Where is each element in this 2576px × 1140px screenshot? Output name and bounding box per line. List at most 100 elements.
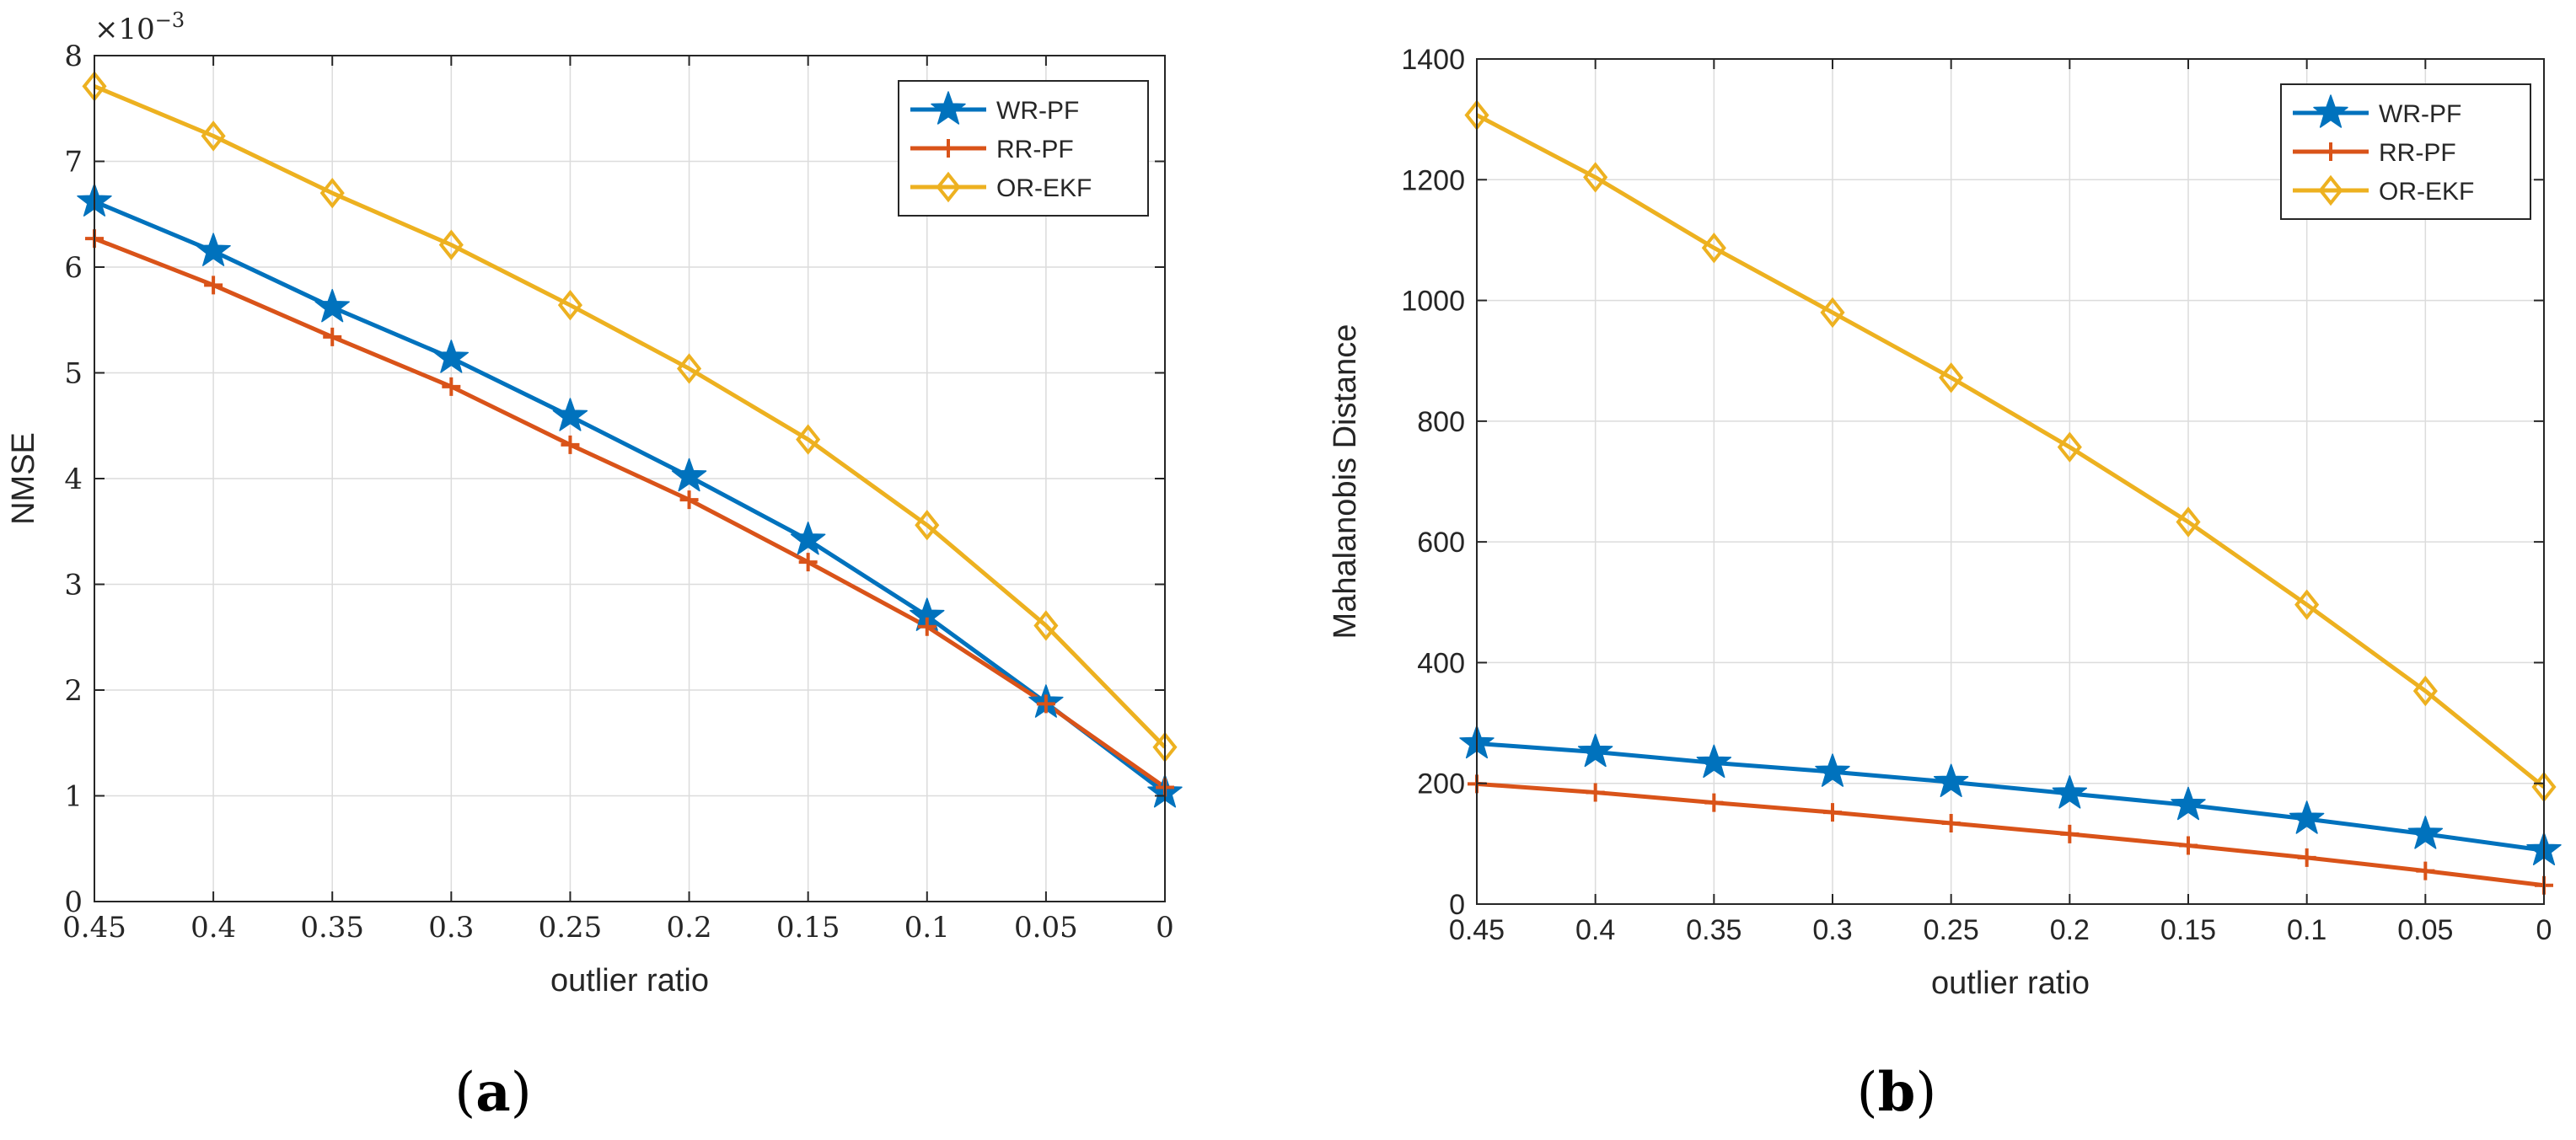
data-point-wr-pf: [2171, 786, 2206, 821]
x-tick-label: 0.45: [1449, 914, 1505, 946]
series-line-or-ekf: [1475, 113, 2546, 789]
data-point-or-ekf: [557, 289, 583, 321]
y-tick-label: 800: [1417, 406, 1465, 438]
data-point-or-ekf: [2057, 431, 2082, 463]
chart-panel-b: 0.45 0.4 0.35 0.3 0.25 0.2 0.15 0.1 0.05 0 0 200 400…: [1328, 44, 2562, 1124]
x-tick-label: 0.2: [2050, 914, 2090, 946]
data-point-rr-pf: [1704, 793, 1724, 812]
legend: WR-PF RR-PF OR-EKF: [898, 80, 1149, 217]
y-tick-label: 1400: [1401, 44, 1465, 76]
data-point-wr-pf: [671, 458, 707, 492]
data-point-wr-pf: [196, 233, 231, 266]
x-tick-label: 0.25: [539, 911, 603, 945]
data-point-wr-pf: [2407, 816, 2444, 849]
legend-marker-or-ekf: [2318, 174, 2343, 206]
axes-box: [1476, 58, 2545, 905]
x-tick-label: 0: [1156, 911, 1174, 945]
data-point-or-ekf: [1820, 297, 1845, 329]
x-tick-label: 0.3: [428, 911, 474, 945]
x-tick-label: 0.2: [667, 911, 712, 945]
data-point-or-ekf: [915, 510, 940, 541]
data-point-or-ekf: [1939, 362, 1964, 393]
x-tick-label: 0.35: [1686, 914, 1741, 946]
legend-marker-wr-pf: [931, 91, 966, 125]
y-tick-label: 1000: [1401, 286, 1465, 318]
y-tick-label: 5: [64, 357, 83, 391]
data-point-wr-pf: [314, 288, 350, 323]
data-point-or-ekf: [1701, 233, 1726, 264]
legend-entry-or-ekf: OR-EKF: [996, 174, 1092, 202]
x-tick-label: 0.4: [1575, 914, 1615, 946]
y-tick-label: 3: [64, 569, 83, 602]
data-point-rr-pf: [561, 435, 580, 454]
x-tick-label: 0.35: [300, 911, 364, 945]
y-tick-label: 200: [1417, 768, 1465, 800]
y-axis-label: Mahalanobis Distance: [1328, 324, 1363, 640]
data-point-wr-pf: [1815, 753, 1850, 787]
data-point-wr-pf: [552, 398, 588, 431]
series-line-rr-pf: [94, 236, 1167, 789]
legend-entry-wr-pf: WR-PF: [996, 97, 1079, 125]
x-tick-label: 0.05: [1014, 911, 1078, 945]
data-point-wr-pf: [790, 522, 826, 555]
data-point-or-ekf: [438, 229, 464, 260]
data-point-or-ekf: [2176, 506, 2201, 538]
legend-marker-wr-pf: [2313, 94, 2348, 128]
data-point-or-ekf: [319, 177, 345, 209]
legend-entry-or-ekf: OR-EKF: [2379, 178, 2474, 206]
y-tick-label: 600: [1417, 527, 1465, 559]
data-point-or-ekf: [2412, 675, 2438, 707]
x-tick-label: 0.45: [62, 911, 126, 945]
y-axis-label: NMSE: [6, 432, 41, 525]
data-point-wr-pf: [2052, 775, 2088, 809]
chart-panel-a: 0.45 0.4 0.35 0.3 0.25 0.2 0.15 0.1 0.05 0 0 1 2 3 4 5 6…: [6, 8, 1183, 1124]
data-point-rr-pf: [1941, 813, 1961, 832]
data-point-rr-pf: [2297, 848, 2316, 867]
y-tick-label: 1200: [1401, 164, 1465, 196]
y-tick-label: 0: [1449, 889, 1465, 921]
y-tick-label: 0: [64, 886, 83, 919]
data-point-wr-pf: [1577, 733, 1613, 768]
x-tick-label: 0.05: [2397, 914, 2453, 946]
legend-entry-rr-pf: RR-PF: [996, 136, 1074, 163]
data-point-rr-pf: [917, 617, 936, 636]
legend: WR-PF RR-PF OR-EKF: [2280, 83, 2531, 220]
data-point-wr-pf: [1933, 763, 1969, 798]
x-axis-label: outlier ratio: [550, 963, 709, 998]
x-axis-label: outlier ratio: [1931, 966, 2090, 1001]
x-tick-label: 0.15: [2160, 914, 2216, 946]
panel-label: (b): [1857, 1061, 1937, 1124]
series-line-rr-pf: [1476, 781, 2545, 888]
legend-marker-rr-pf: [2321, 142, 2340, 161]
data-point-rr-pf: [323, 327, 342, 346]
panel-label: (a): [454, 1061, 531, 1124]
x-tick-label: 0.3: [1812, 914, 1852, 946]
data-point-rr-pf: [2179, 836, 2198, 855]
data-point-rr-pf: [1586, 783, 1605, 802]
data-point-wr-pf: [1696, 744, 1732, 779]
y-tick-label: 6: [64, 251, 83, 285]
legend-marker-or-ekf: [936, 171, 961, 203]
data-point-rr-pf: [2416, 861, 2435, 880]
data-point-or-ekf: [676, 353, 702, 384]
legend-entry-wr-pf: WR-PF: [2379, 100, 2461, 128]
y-tick-label: 400: [1417, 647, 1465, 679]
y-tick-label: 4: [64, 463, 83, 496]
data-point-or-ekf: [1583, 162, 1608, 193]
data-point-or-ekf: [1033, 610, 1059, 641]
data-point-rr-pf: [1036, 694, 1055, 714]
y-tick-label: 7: [64, 146, 83, 179]
series-line-wr-pf: [1476, 741, 2545, 853]
x-tick-label: 0.25: [1924, 914, 1979, 946]
x-tick-label: 0: [2536, 914, 2552, 946]
x-tick-label: 0.1: [2287, 914, 2326, 946]
legend-marker-rr-pf: [939, 139, 958, 158]
x-tick-label: 0.15: [776, 911, 840, 945]
data-point-wr-pf: [2289, 800, 2325, 834]
data-point-rr-pf: [2060, 824, 2080, 843]
data-point-or-ekf: [2294, 589, 2320, 620]
series-line-wr-pf: [94, 199, 1167, 795]
data-point-rr-pf: [679, 490, 699, 510]
data-point-rr-pf: [1823, 803, 1842, 822]
